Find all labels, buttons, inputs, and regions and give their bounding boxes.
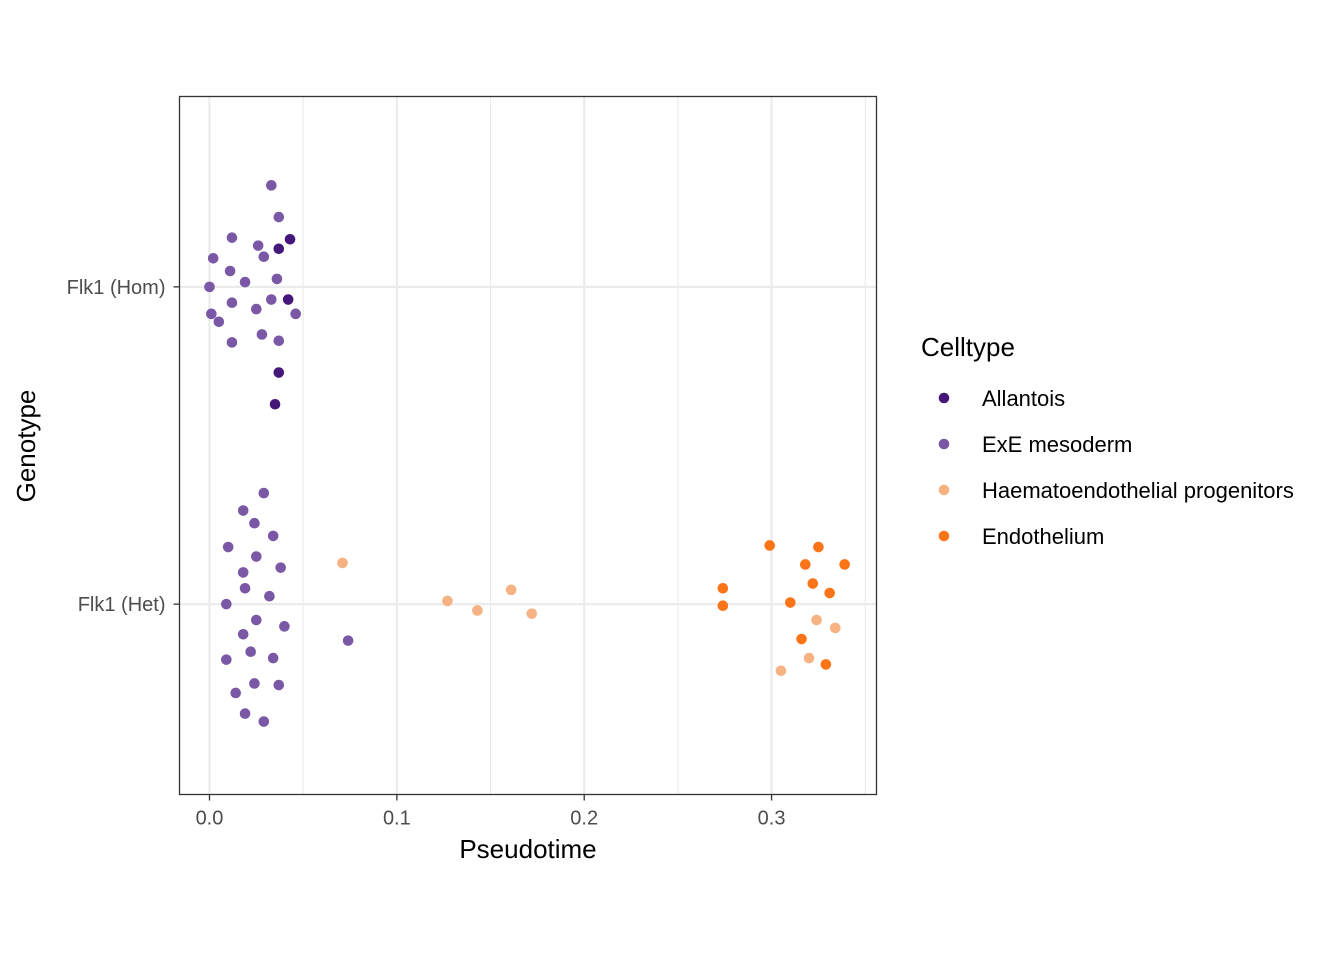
data-point — [267, 652, 279, 664]
data-point — [266, 180, 277, 191]
data-point — [237, 505, 249, 516]
data-point — [204, 281, 215, 293]
x-axis: 0.0 0.1 0.2 0.3 — [196, 794, 786, 830]
data-point — [273, 679, 285, 691]
data-point — [442, 595, 453, 607]
data-point — [222, 541, 234, 553]
legend-key — [938, 484, 950, 496]
x-tick-label: 0.0 — [196, 808, 224, 830]
data-point — [207, 253, 219, 264]
data-point — [337, 557, 348, 569]
data-point — [237, 628, 249, 640]
data-point — [258, 487, 270, 499]
data-point — [271, 273, 283, 285]
legend-key — [938, 530, 950, 542]
legend-title: Celltype — [921, 332, 1015, 362]
data-point — [526, 608, 538, 619]
data-point — [279, 621, 290, 632]
data-point — [284, 233, 296, 245]
data-point — [226, 297, 238, 309]
y-tick-label: Flk1 (Hom) — [67, 277, 166, 299]
data-point — [273, 211, 285, 223]
data-point — [226, 337, 238, 348]
legend-label: Endothelium — [982, 524, 1104, 549]
data-point — [221, 654, 232, 665]
data-point — [717, 582, 729, 594]
legend-key — [938, 392, 950, 404]
data-point — [213, 316, 225, 328]
data-point — [839, 559, 850, 570]
x-tick-label: 0.3 — [758, 808, 786, 830]
data-point — [206, 308, 217, 320]
data-point — [472, 605, 483, 616]
data-point — [239, 582, 251, 594]
data-point — [829, 622, 841, 634]
legend-label: ExE mesoderm — [982, 432, 1132, 457]
data-point — [269, 398, 281, 410]
data-point — [811, 614, 822, 626]
data-point — [273, 335, 285, 347]
data-points — [204, 180, 850, 727]
data-point — [800, 559, 811, 570]
data-point — [275, 562, 286, 573]
y-tick-label: Flk1 (Het) — [78, 594, 166, 616]
plot-panel-border — [178, 95, 878, 796]
legend-label: Haematoendothelial progenitors — [982, 478, 1294, 503]
data-point — [251, 551, 262, 562]
data-point — [264, 590, 275, 602]
data-point — [290, 308, 301, 320]
data-point — [342, 635, 354, 646]
data-point — [820, 659, 832, 670]
data-point — [226, 232, 238, 243]
data-point — [252, 240, 264, 251]
data-point — [807, 578, 819, 589]
data-point — [258, 716, 270, 727]
legend-key — [938, 438, 950, 450]
data-point — [224, 265, 236, 277]
data-point — [803, 652, 815, 664]
data-point — [282, 294, 294, 305]
data-point — [796, 633, 807, 645]
y-axis-title: Genotype — [11, 390, 41, 503]
data-point — [239, 708, 251, 719]
data-point — [267, 530, 279, 542]
data-point — [237, 567, 249, 578]
data-point — [221, 598, 232, 610]
data-point — [273, 243, 285, 255]
data-point — [256, 329, 268, 340]
legend: Celltype Allantois ExE mesoderm Haematoend… — [921, 332, 1294, 549]
grid-lines — [179, 96, 877, 795]
data-point — [249, 517, 260, 529]
data-point — [239, 276, 251, 288]
legend-label: Allantois — [982, 386, 1065, 411]
data-point — [505, 584, 517, 596]
data-point — [813, 541, 824, 553]
data-point — [717, 600, 729, 612]
data-point — [775, 665, 787, 677]
data-point — [764, 540, 776, 551]
data-point — [245, 646, 256, 658]
data-point — [824, 587, 835, 599]
data-point — [785, 597, 796, 608]
y-axis: Flk1 (Het) Flk1 (Hom) — [67, 277, 180, 616]
data-point — [251, 303, 262, 315]
x-tick-label: 0.2 — [570, 808, 598, 830]
data-point — [230, 687, 242, 699]
data-point — [273, 367, 285, 378]
data-point — [249, 678, 260, 689]
x-tick-label: 0.1 — [383, 808, 411, 830]
data-point — [258, 251, 270, 263]
data-point — [251, 614, 262, 626]
x-axis-title: Pseudotime — [459, 834, 596, 864]
data-point — [266, 294, 277, 305]
